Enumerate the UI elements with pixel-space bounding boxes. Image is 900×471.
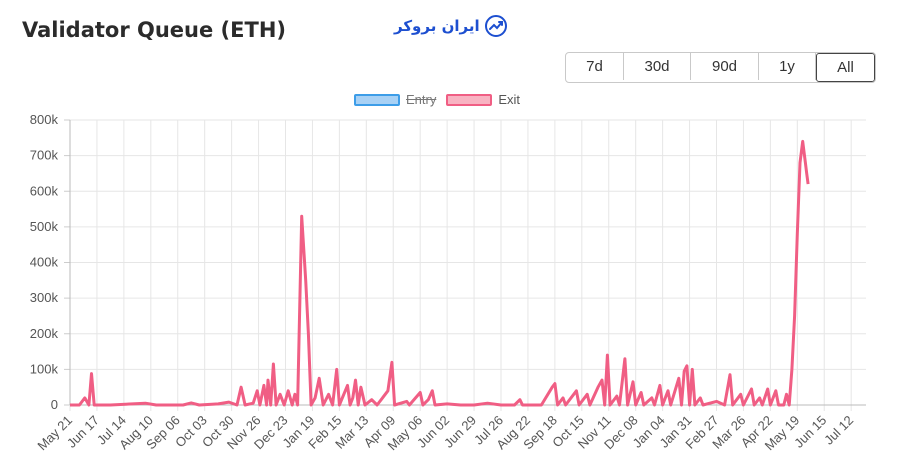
series-line-exit [70,139,810,407]
legend-swatch [446,93,493,106]
range-button-30d[interactable]: 30d [624,53,691,80]
y-tick-label: 300k [30,290,59,305]
y-tick-label: 100k [30,361,59,376]
y-tick-label: 0 [51,397,58,412]
x-tick-label: Jul 12 [821,413,856,448]
legend-item-exit[interactable]: Exit [446,92,520,107]
y-tick-label: 600k [30,183,59,198]
legend-item-entry[interactable]: Entry [354,92,436,107]
y-tick-label: 500k [30,219,59,234]
brand-logo: ایران بروکر [394,14,508,38]
y-tick-label: 400k [30,255,59,270]
chart-trend-icon [484,15,507,37]
range-button-1y[interactable]: 1y [759,53,816,80]
legend-label: Entry [406,92,437,107]
x-tick-label: May 21 [34,413,75,454]
range-button-7d[interactable]: 7d [566,53,624,80]
brand-text: ایران بروکر [394,17,480,35]
range-button-all[interactable]: All [816,53,875,82]
page-title: Validator Queue (ETH) [22,18,286,42]
y-tick-label: 700k [30,148,59,163]
range-button-90d[interactable]: 90d [691,53,759,80]
y-tick-label: 800k [30,112,59,127]
legend-label: Exit [498,92,521,107]
chart-legend: Entry Exit [354,92,520,107]
time-range-selector: 7d 30d 90d 1y All [565,52,876,83]
legend-swatch [354,93,400,106]
y-tick-label: 200k [30,326,59,341]
